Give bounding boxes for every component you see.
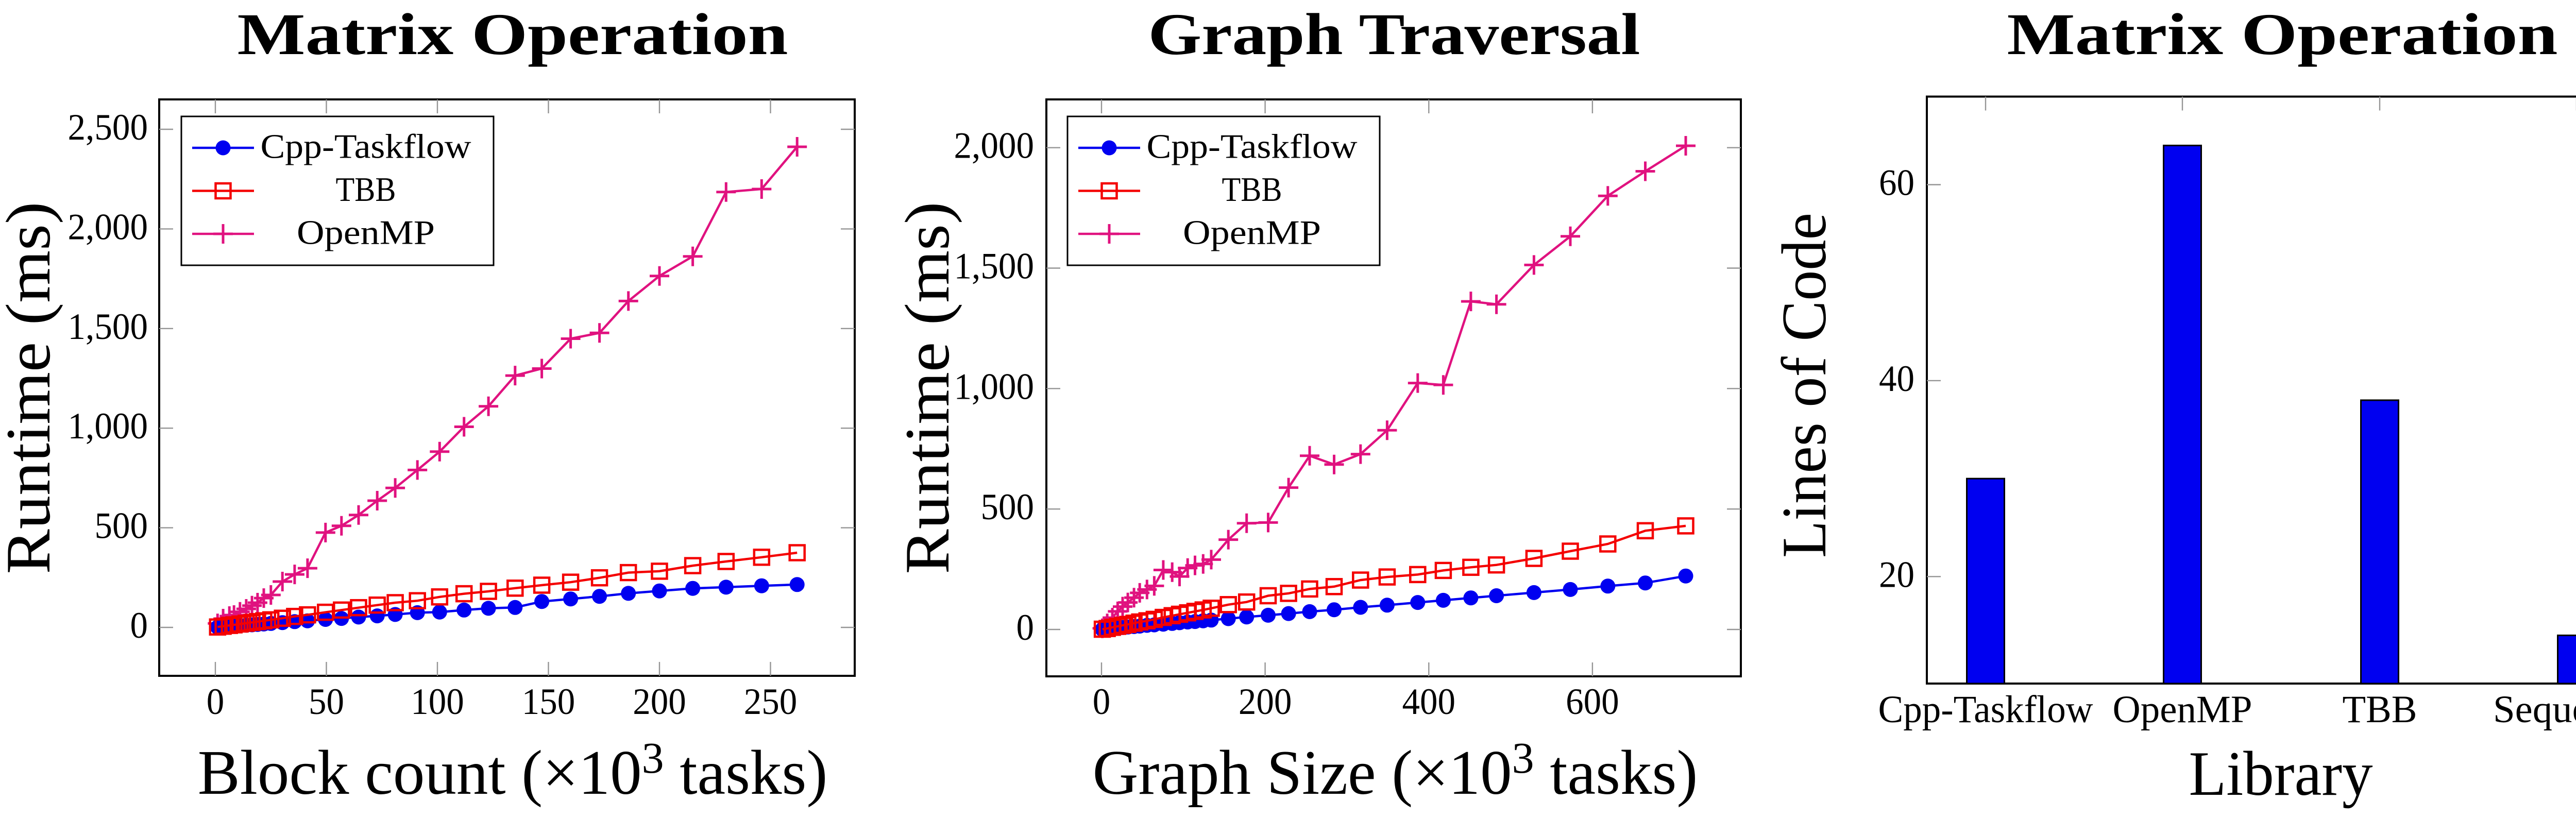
svg-text:1,500: 1,500 bbox=[954, 246, 1035, 287]
svg-text:Runtime (ms): Runtime (ms) bbox=[0, 202, 63, 574]
svg-text:Sequential: Sequential bbox=[2493, 688, 2576, 731]
svg-text:OpenMP: OpenMP bbox=[2113, 688, 2252, 731]
svg-text:60: 60 bbox=[1879, 162, 1914, 203]
svg-text:0: 0 bbox=[1093, 681, 1111, 722]
svg-text:400: 400 bbox=[1402, 681, 1456, 722]
svg-text:Block count (×103 tasks): Block count (×103 tasks) bbox=[198, 733, 828, 808]
svg-text:50: 50 bbox=[309, 681, 344, 722]
svg-text:2,000: 2,000 bbox=[68, 206, 148, 247]
svg-text:Cpp-Taskflow: Cpp-Taskflow bbox=[261, 128, 472, 166]
svg-text:500: 500 bbox=[981, 486, 1035, 527]
svg-text:2,000: 2,000 bbox=[954, 125, 1035, 166]
svg-text:200: 200 bbox=[633, 681, 686, 722]
svg-text:Cpp-Taskflow: Cpp-Taskflow bbox=[1878, 688, 2093, 731]
svg-text:Lines of Code: Lines of Code bbox=[1769, 213, 1839, 558]
svg-text:600: 600 bbox=[1566, 681, 1619, 722]
svg-text:1,500: 1,500 bbox=[68, 306, 148, 347]
svg-text:Matrix Operation: Matrix Operation bbox=[2007, 2, 2558, 67]
svg-text:20: 20 bbox=[1879, 554, 1914, 595]
svg-text:Cpp-Taskflow: Cpp-Taskflow bbox=[1147, 128, 1358, 166]
svg-text:40: 40 bbox=[1879, 358, 1914, 399]
svg-text:Library: Library bbox=[2189, 738, 2373, 809]
svg-text:200: 200 bbox=[1239, 681, 1292, 722]
svg-text:OpenMP: OpenMP bbox=[1183, 214, 1321, 252]
svg-text:250: 250 bbox=[744, 681, 798, 722]
svg-text:500: 500 bbox=[95, 505, 148, 547]
svg-text:Graph Traversal: Graph Traversal bbox=[1148, 2, 1640, 67]
svg-text:150: 150 bbox=[522, 681, 575, 722]
svg-text:0: 0 bbox=[1016, 607, 1035, 648]
svg-text:2,500: 2,500 bbox=[68, 107, 148, 148]
svg-text:TBB: TBB bbox=[336, 171, 396, 209]
svg-text:0: 0 bbox=[130, 605, 148, 646]
svg-text:0: 0 bbox=[207, 681, 225, 722]
svg-text:1,000: 1,000 bbox=[68, 405, 148, 447]
svg-text:Runtime (ms): Runtime (ms) bbox=[892, 202, 962, 574]
svg-text:TBB: TBB bbox=[1222, 171, 1282, 209]
svg-text:TBB: TBB bbox=[2343, 688, 2417, 731]
svg-text:Matrix Operation: Matrix Operation bbox=[238, 2, 788, 67]
svg-text:1,000: 1,000 bbox=[954, 366, 1035, 407]
svg-text:Graph Size (×103 tasks): Graph Size (×103 tasks) bbox=[1093, 733, 1698, 808]
svg-text:100: 100 bbox=[411, 681, 464, 722]
svg-text:OpenMP: OpenMP bbox=[297, 214, 435, 252]
